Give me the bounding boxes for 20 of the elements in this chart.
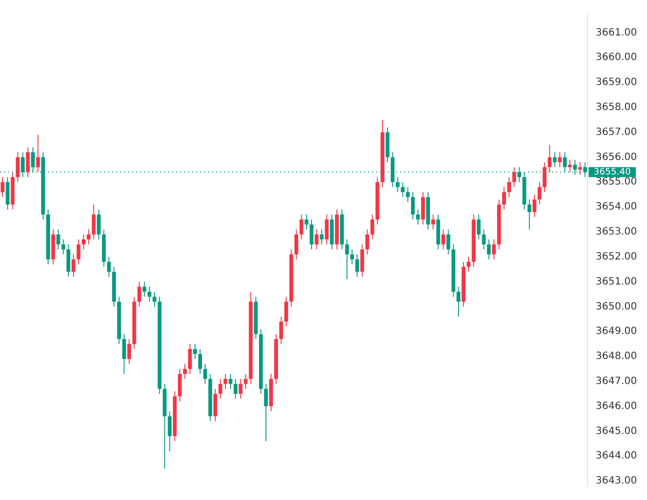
y-tick-label: 3653.00 (596, 226, 638, 238)
y-tick-label: 3648.00 (596, 351, 638, 362)
y-tick-label: 3656.00 (596, 152, 638, 163)
y-tick-label: 3660.00 (596, 52, 638, 64)
y-tick-label: 3658.00 (596, 102, 638, 113)
y-tick-label: 3644.00 (596, 450, 638, 462)
y-tick-label: 3652.00 (596, 251, 638, 262)
y-tick-label: 3650.00 (596, 301, 638, 312)
y-tick-label: 3655.00 (596, 176, 638, 188)
y-tick-label: 3646.00 (596, 400, 638, 412)
y-tick-label: 3661.00 (596, 27, 638, 38)
y-tick-label: 3647.00 (596, 376, 638, 387)
y-tick-label: 3645.00 (596, 426, 638, 437)
y-tick-label: 3643.00 (596, 476, 638, 487)
y-tick-label: 3659.00 (596, 77, 638, 88)
ref-line-label: 3655.40 (594, 168, 632, 178)
y-tick-label: 3651.00 (596, 276, 638, 288)
y-tick-label: 3654.00 (596, 202, 638, 213)
y-tick-label: 3649.00 (596, 326, 638, 338)
y-tick-label: 3657.00 (596, 126, 638, 138)
